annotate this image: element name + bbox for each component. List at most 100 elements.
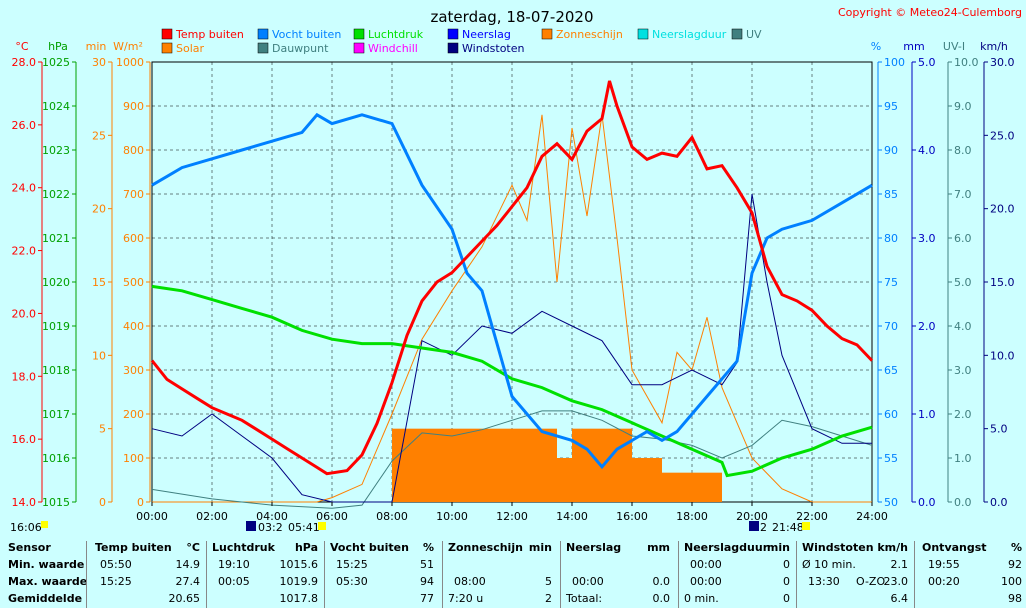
legend-swatch-icon	[731, 28, 743, 40]
hdr-pressure-unit: hPa	[294, 541, 318, 554]
sunshine-bar	[692, 472, 722, 502]
axis-tick-label: 90	[884, 144, 898, 157]
divider	[678, 541, 679, 608]
axis-tick-label: 26.0	[12, 119, 37, 132]
weather-chart: zaterdag, 18-07-2020 Copyright © Meteo24…	[10, 6, 1022, 534]
axis-tick-label: 0.0	[990, 496, 1008, 509]
series-line-temp-buiten	[150, 80, 874, 476]
legend-label: Solar	[176, 42, 205, 55]
moonset-label: 2	[760, 521, 767, 534]
axis-tick-label: 1021	[42, 232, 70, 245]
x-axis: 00:00 02:00 04:00 06:00 08:00 10:00 12:00 14:00…	[136, 502, 888, 523]
x-tick-label: 02:00	[196, 510, 228, 523]
axis-tick-label: 3.0	[954, 364, 972, 377]
cell: 19:55	[928, 558, 960, 571]
axis-tick-label: 80	[884, 232, 898, 245]
axis-unit-uv: UV-I	[943, 40, 965, 53]
cell: 00:00	[572, 575, 604, 588]
axis-tick-label: 900	[123, 100, 144, 113]
axis-tick-label: 1018	[42, 364, 70, 377]
legend-label: UV	[746, 28, 762, 41]
x-tick-label: 00:00	[136, 510, 168, 523]
legend-label: Neerslagduur	[652, 28, 727, 41]
cell: Ø 10 min.	[802, 558, 856, 571]
cell: 14.9	[175, 558, 201, 571]
axis-tick-label: 25	[92, 129, 106, 142]
legend-swatch-icon	[541, 28, 553, 40]
x-tick-label: 16:00	[616, 510, 648, 523]
row-label: Gemiddelde	[8, 592, 83, 605]
cell: 19:10	[218, 558, 250, 571]
stats-row-max: Max. waarde 15:25 27.4 00:05 1019.9 05:3…	[0, 575, 1026, 591]
cell: 1017.8	[279, 592, 319, 605]
hdr-rainduration-unit: min	[766, 541, 790, 554]
divider	[914, 541, 915, 608]
cell: 2	[545, 592, 552, 605]
axis-tick-label: 22.0	[12, 245, 37, 258]
cell: 05:30	[336, 575, 368, 588]
axis-tick-label: 15	[92, 276, 106, 289]
legend-swatch-icon	[161, 42, 173, 54]
sunshine-bars	[392, 428, 722, 502]
axis-tick-label: 10.0	[990, 349, 1015, 362]
axis-tick-label: 0	[137, 496, 144, 509]
sunrise-label: 05:41	[288, 521, 320, 534]
sunshine-bar	[542, 428, 557, 502]
series-line-dauwpunt	[151, 410, 873, 509]
legend-label: Zonneschijn	[556, 28, 623, 41]
axis-tick-label: 5.0	[918, 56, 936, 69]
sunrise-time-label: 16:06	[10, 521, 42, 534]
hdr-rain: Neerslag	[566, 541, 622, 554]
cell: 1019.9	[279, 575, 319, 588]
sun-events: 16:06 03:2 05:41 2 21:48	[10, 521, 810, 534]
moonrise-label: 03:2	[258, 521, 283, 534]
axis-tick-label: 2.0	[954, 408, 972, 421]
divider	[442, 541, 443, 608]
x-tick-label: 08:00	[376, 510, 408, 523]
series-line-windstoten	[151, 193, 872, 503]
axis-tick-label: 0.0	[954, 496, 972, 509]
axis-unit-wind: km/h	[980, 40, 1008, 53]
cell: 00:05	[218, 575, 250, 588]
cell: 20.65	[168, 592, 201, 605]
chart-title: zaterdag, 18-07-2020	[430, 8, 593, 26]
axis-tick-label: 65	[884, 364, 898, 377]
axis-tick-label: 4.0	[918, 144, 936, 157]
cell: 1015.6	[279, 558, 319, 571]
cell: 00:00	[690, 575, 722, 588]
axis-tick-label: 16.0	[12, 433, 37, 446]
cell: 94	[420, 575, 434, 588]
cell: 15:25	[100, 575, 132, 588]
legend-swatch-icon	[161, 28, 173, 40]
legend-swatch-icon	[353, 42, 365, 54]
axis-unit-rain: mm	[903, 40, 924, 53]
hdr-irr-unit: %	[1010, 541, 1022, 554]
legend-swatch-icon	[637, 28, 649, 40]
hdr-sun: Zonneschijn	[448, 541, 523, 554]
axis-tick-label: 15.0	[990, 276, 1015, 289]
axis-tick-label: 1016	[42, 452, 70, 465]
legend-label: Temp buiten	[175, 28, 244, 41]
axis-tick-label: 1.0	[918, 408, 936, 421]
axis-unit-temp: °C	[15, 40, 29, 53]
cell: 08:00	[454, 575, 486, 588]
axis-tick-label: 100	[884, 56, 905, 69]
axis-unit-solar: W/m²	[113, 40, 143, 53]
axis-tick-label: 5.0	[954, 276, 972, 289]
hdr-humidity: Vocht buiten	[330, 541, 409, 554]
axis-tick-label: 18.0	[12, 370, 37, 383]
divider	[86, 541, 87, 608]
sunshine-bar	[572, 428, 602, 502]
series-line-vocht-buiten	[151, 112, 873, 470]
series-lines	[150, 80, 874, 509]
axis-unit-pressure: hPa	[48, 40, 68, 53]
axis-tick-label: 2.0	[918, 320, 936, 333]
axis-tick-label: 95	[884, 100, 898, 113]
cell: 0	[783, 558, 790, 571]
axis-tick-label: 500	[123, 276, 144, 289]
axis-tick-label: 1000	[116, 56, 144, 69]
sunshine-bar	[482, 428, 512, 502]
axis-tick-label: 100	[123, 452, 144, 465]
legend-swatch-icon	[257, 28, 269, 40]
hdr-humidity-unit: %	[422, 541, 434, 554]
